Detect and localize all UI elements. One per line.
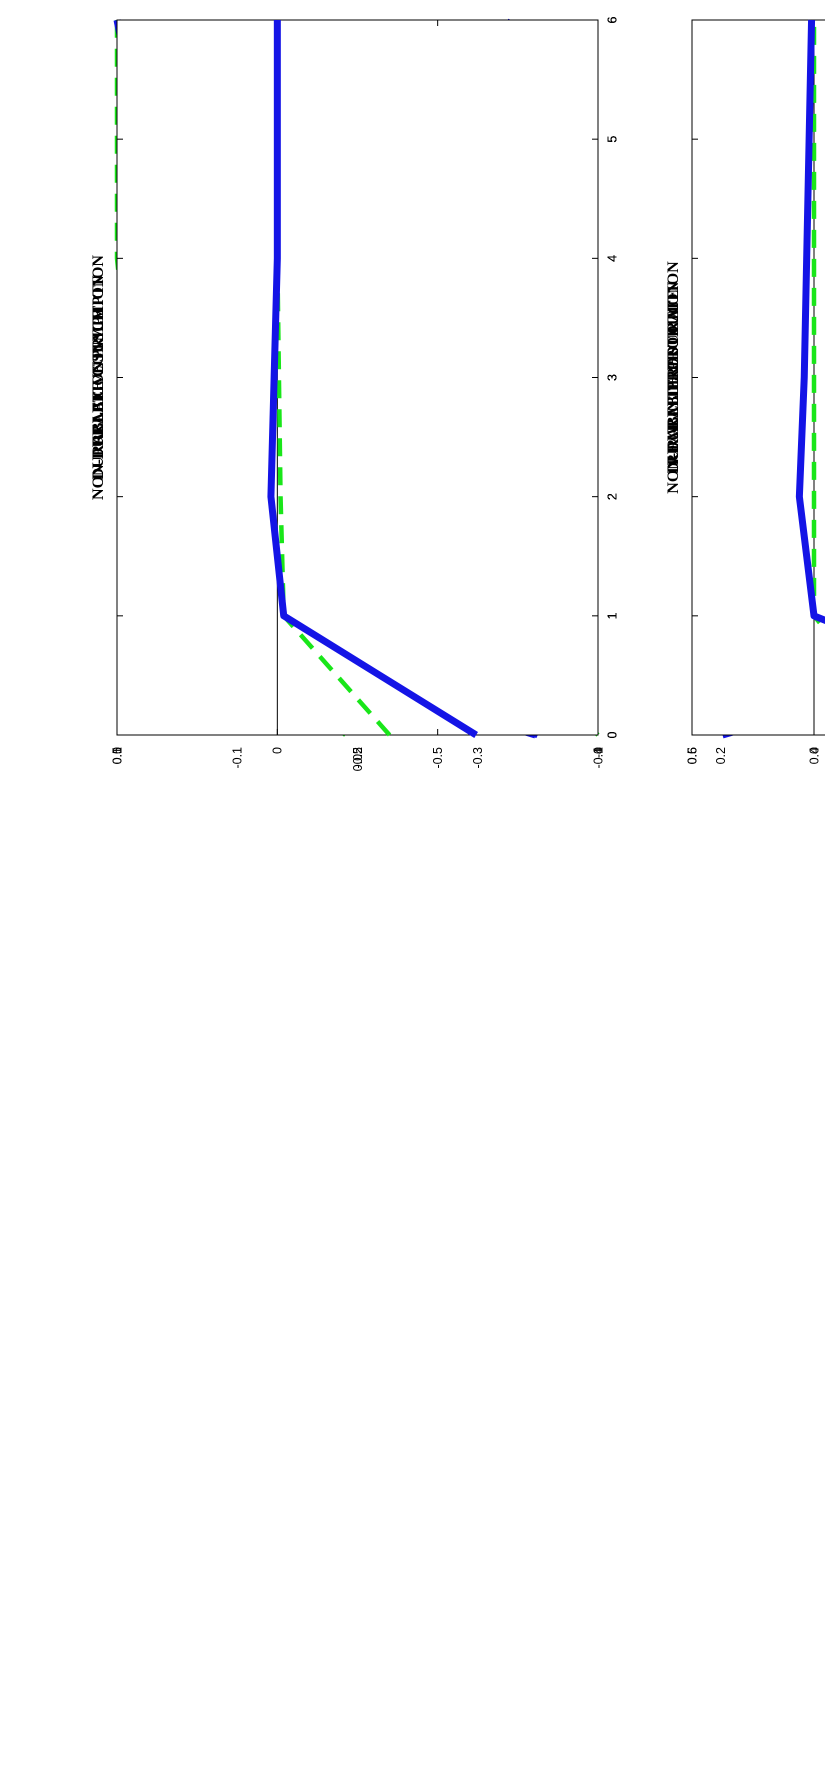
x-tick-label: 6: [605, 16, 619, 23]
x-tick-label: 3: [605, 374, 619, 381]
panel-title: NON-DURABLE PRODUCTION: [665, 261, 682, 494]
x-tick-label: 0: [605, 731, 619, 738]
y-tick-label: -0.1: [231, 747, 245, 769]
y-tick-label: -1: [591, 747, 605, 758]
x-tick-label: 4: [605, 255, 619, 262]
y-tick-label: -0.2: [351, 747, 365, 769]
x-tick-label: 0: [605, 731, 619, 738]
x-tick-label: 5: [605, 136, 619, 143]
y-tick-label: 0.5: [685, 747, 699, 764]
x-tick-label: 1: [605, 612, 619, 619]
panel-title: NON-DURABLE CONSUMPTION: [90, 255, 107, 500]
x-tick-label: 1: [605, 612, 619, 619]
y-tick-label: 0: [591, 747, 605, 754]
y-tick-label: 0: [110, 747, 124, 754]
y-tick-label: 0: [271, 747, 285, 754]
series-line-with-linkages: [795, 19, 825, 625]
x-tick-label: 5: [605, 136, 619, 143]
y-tick-label: 0.1: [110, 747, 124, 764]
panel-title: RELATIVE PRICE: [90, 309, 107, 445]
x-tick-label: 5: [605, 136, 619, 143]
x-tick-label: 1: [605, 612, 619, 619]
y-tick-label: -0.3: [471, 747, 485, 769]
y-tick-label: -0.4: [591, 747, 605, 769]
plot-frame: [116, 19, 599, 736]
x-tick-label: 2: [605, 493, 619, 500]
y-tick-label: 0.6: [685, 747, 699, 764]
y-tick-label: 0.4: [807, 747, 821, 764]
x-tick-label: 4: [605, 255, 619, 262]
panel-title: REAL INTEREST RATE: [665, 290, 682, 465]
y-tick-label: 0.2: [714, 747, 728, 764]
x-tick-label: 3: [605, 374, 619, 381]
y-tick-label: 0: [807, 747, 821, 754]
panel-title: DURABLE CONSUMPTION: [90, 275, 107, 479]
y-tick-label: 0.5: [110, 747, 124, 764]
y-tick-label: -0.5: [431, 747, 445, 769]
x-tick-label: 6: [605, 16, 619, 23]
x-tick-label: 4: [605, 255, 619, 262]
x-tick-label: 3: [605, 374, 619, 381]
x-tick-label: 0: [605, 731, 619, 738]
panel-title: DURABLE PRODUCTION: [665, 281, 682, 473]
y-tick-label: 0.05: [351, 747, 365, 771]
series-line-with-linkages: [267, 20, 478, 738]
x-tick-label: 6: [605, 16, 619, 23]
x-tick-label: 2: [605, 493, 619, 500]
x-tick-label: 2: [605, 493, 619, 500]
